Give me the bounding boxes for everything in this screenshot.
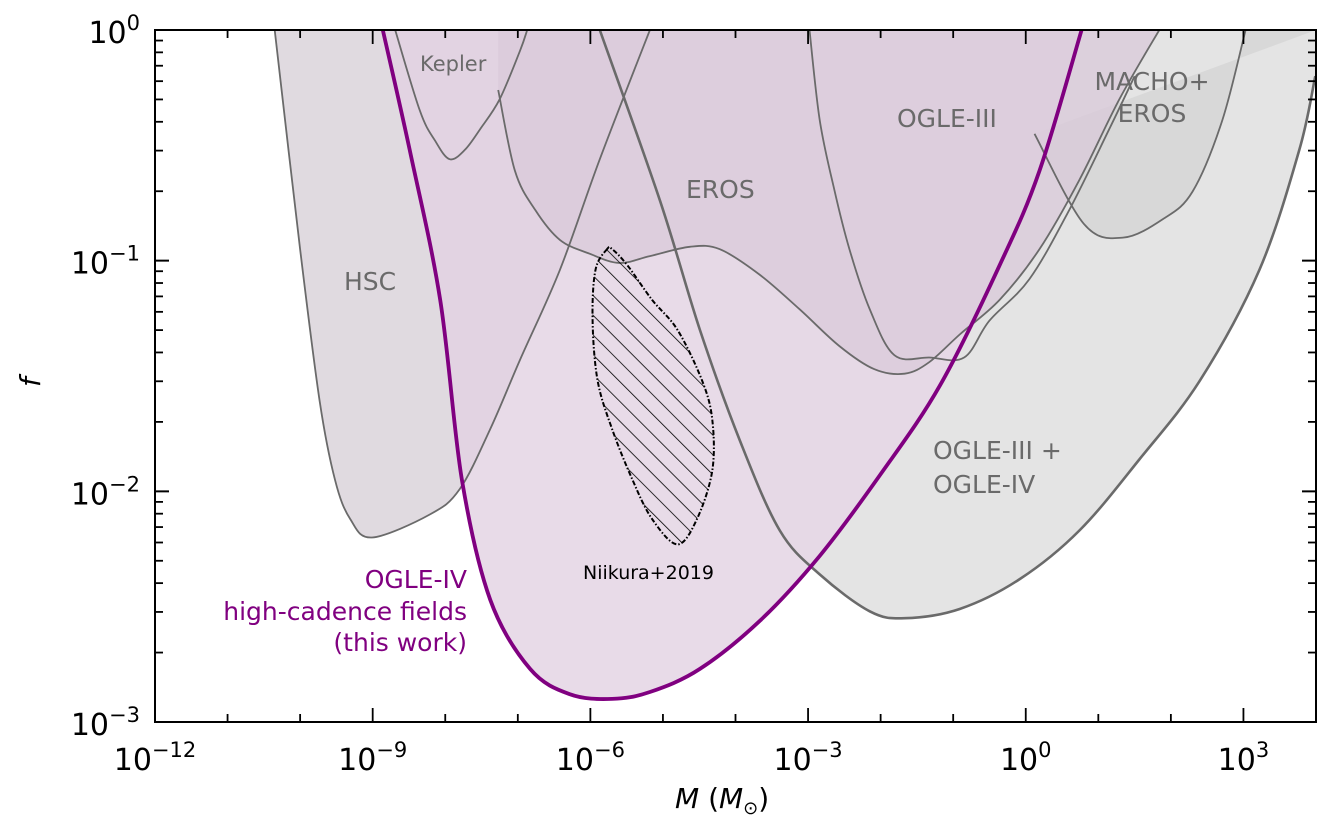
region-fill-hsc-overlap (274, 30, 650, 538)
x-axis-var: M (675, 782, 699, 815)
x-axis-unit: M (719, 782, 743, 815)
curve-ogle-iii-ogle-iv (598, 30, 1316, 620)
x-tick-label: 10−6 (556, 738, 625, 778)
region-fill-macho-eros (1034, 30, 1316, 239)
x-tick-label: 10−9 (338, 738, 407, 778)
x-tick-label: 10−12 (114, 738, 197, 778)
y-tick-label: 10−2 (71, 472, 140, 512)
x-axis-open: ( (699, 782, 719, 815)
label-kepler: Kepler (420, 52, 487, 76)
y-tick-labels: 100 10−1 10−2 10−3 (71, 11, 140, 743)
curve-eros (497, 30, 1161, 375)
curve-macho-eros (1033, 30, 1247, 240)
y-tick-label: 10−1 (71, 242, 140, 282)
x-tick-label: 10−3 (773, 738, 842, 778)
curve-ogle-iii (808, 30, 1136, 362)
label-this-work-line1: OGLE-IV (365, 565, 467, 594)
label-ogle-iii-iv-line1: OGLE-III + (933, 436, 1062, 465)
label-macho-eros-line1: MACHO+ (1094, 67, 1209, 96)
label-ogle-iii-iv-line2: OGLE-IV (933, 470, 1035, 499)
label-niikura: Niikura+2019 (583, 562, 714, 584)
x-tick-label: 103 (1218, 738, 1270, 778)
y-tick-label: 10−3 (71, 703, 140, 743)
region-niikura-2019 (591, 245, 715, 546)
curve-hsc (273, 30, 651, 539)
y-axis-label: f (14, 373, 47, 387)
label-macho-eros-line2: EROS (1118, 99, 1187, 128)
label-this-work-line3: (this work) (333, 628, 467, 657)
curve-ogle-iv-high-cadence-fields-this-work (380, 30, 1084, 701)
label-this-work-line2: high-cadence fields (223, 597, 467, 626)
x-axis-label: M (M⊙) (675, 782, 769, 819)
x-tick-label: 100 (1000, 738, 1052, 778)
x-tick-labels: 10−12 10−9 10−6 10−3 100 103 (114, 738, 1269, 778)
x-axis-close: ) (758, 782, 769, 815)
label-eros: EROS (686, 175, 755, 204)
region-fill-eros (498, 30, 1160, 375)
label-ogle-iii: OGLE-III (897, 104, 997, 133)
y-tick-label: 100 (88, 11, 140, 51)
plot-regions (273, 30, 1316, 701)
label-hsc: HSC (344, 267, 396, 296)
axis-ticks (154, 29, 1317, 723)
curve-kepler (394, 30, 529, 161)
x-axis-unit-sub: ⊙ (743, 798, 758, 819)
